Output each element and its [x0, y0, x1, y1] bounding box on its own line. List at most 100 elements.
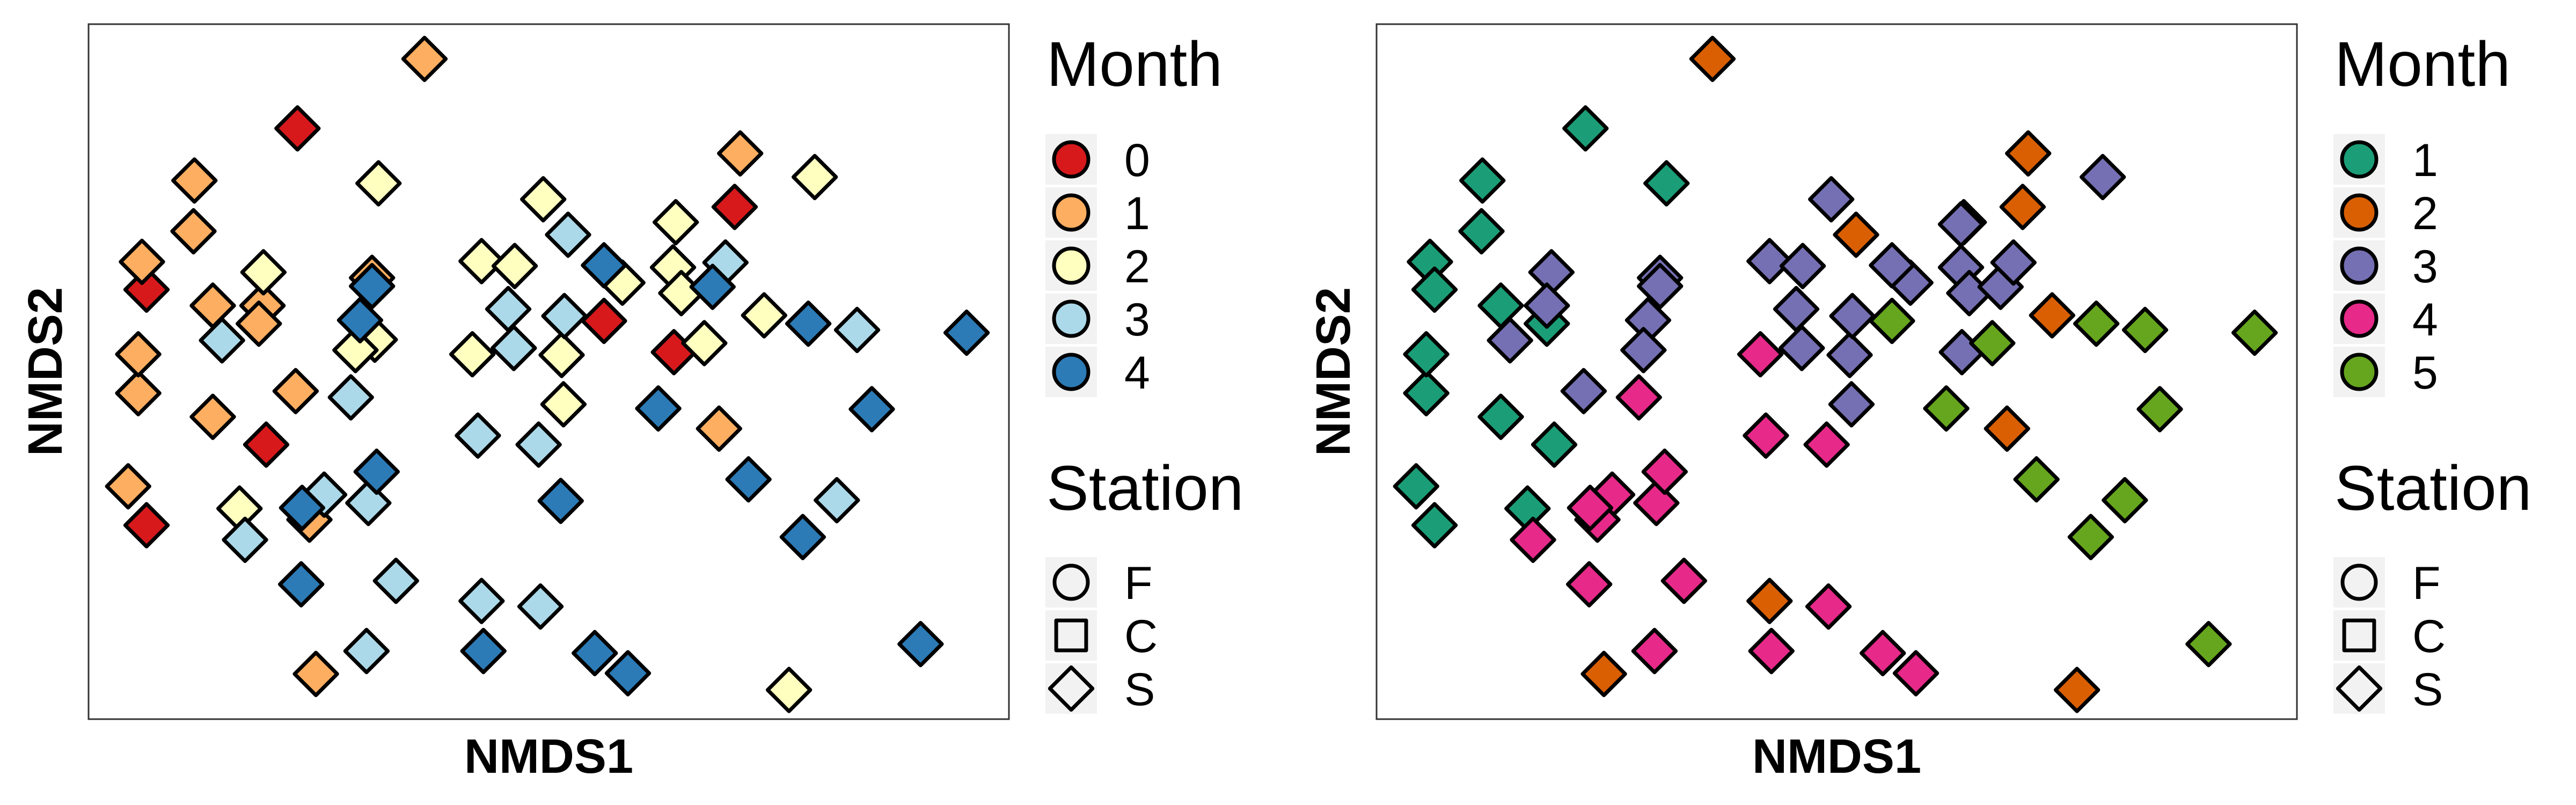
- point-month-5-station-S: [2013, 456, 2060, 503]
- x-axis-label: NMDS1: [1752, 730, 1921, 784]
- point-month-4-station-S: [1615, 374, 1662, 421]
- legend-key-month-0: [1052, 140, 1091, 179]
- point-month-3-station-F: [1620, 327, 1667, 374]
- point-month-4-station-S: [1805, 583, 1852, 630]
- point-month-2-station-F: [540, 381, 587, 428]
- legend-label-station-F: F: [1124, 558, 1153, 609]
- point-month-1-station-C: [105, 463, 151, 510]
- point-month-4-station-S: [1860, 630, 1906, 677]
- point-month-1-station-C: [696, 405, 742, 452]
- point-month-2-station-F: [2029, 292, 2075, 339]
- point-month-5-station-C: [1869, 297, 1915, 345]
- legend-key-station-C: [1054, 618, 1088, 653]
- point-month-2-station-F: [765, 667, 813, 713]
- point-month-1-station-C: [115, 331, 162, 378]
- point-month-2-station-F: [741, 292, 787, 339]
- legend-label-month-2: 2: [2412, 188, 2438, 239]
- point-month-3-station-C: [515, 421, 562, 468]
- point-month-4-station-S: [779, 514, 826, 560]
- point-month-3-station-F: [1828, 381, 1875, 428]
- point-month-1-station-F: [1562, 105, 1609, 152]
- point-month-0-station-C: [581, 297, 627, 345]
- point-month-4-station-C: [581, 242, 627, 289]
- point-month-4-station-S: [604, 650, 652, 697]
- point-month-2-station-F: [458, 238, 505, 284]
- y-axis-label: NMDS2: [19, 287, 72, 456]
- y-axis-label: NMDS2: [1307, 287, 1360, 456]
- point-month-1-station-C: [1477, 393, 1524, 440]
- legend-label-month-1: 1: [1124, 188, 1150, 239]
- point-month-1-station-C: [1411, 502, 1458, 548]
- point-month-2-station-F: [240, 249, 287, 296]
- point-month-2-station-F: [449, 331, 496, 378]
- legend-label-station-C: C: [2412, 611, 2446, 662]
- point-month-2-station-F: [332, 327, 379, 374]
- point-month-5-station-C: [2073, 300, 2120, 347]
- legend-label-month-3: 3: [1124, 294, 1150, 346]
- point-month-4-station-S: [1567, 485, 1614, 531]
- point-month-2-station-C: [1689, 35, 1736, 82]
- point-month-4-station-S: [572, 630, 618, 677]
- legend-key-station-C: [2342, 618, 2376, 653]
- legend-title-station: Station: [1046, 453, 1243, 524]
- point-month-0-station-F: [243, 421, 290, 468]
- point-month-3-station-S: [541, 292, 588, 340]
- legend-label-month-5: 5: [2412, 347, 2438, 399]
- point-month-2-station-F: [1833, 211, 1879, 258]
- point-month-3-station-F: [1779, 243, 1826, 289]
- point-month-4-station-S: [1748, 627, 1795, 675]
- legend-label-station-C: C: [1124, 611, 1158, 662]
- point-month-3-station-S: [343, 627, 390, 675]
- point-month-4-station-C: [1660, 558, 1707, 604]
- point-month-4-station-C: [943, 309, 990, 356]
- point-month-4-station-S: [353, 448, 400, 495]
- point-month-2-station-C: [1984, 405, 2030, 452]
- point-month-3-station-C: [491, 325, 537, 371]
- point-month-3-station-S: [1829, 292, 1876, 340]
- point-month-3-station-C: [458, 577, 505, 625]
- point-month-1-station-S: [170, 208, 217, 255]
- legend-title-month: Month: [1046, 29, 1223, 100]
- point-month-4-station-F: [1737, 331, 1784, 378]
- legend-key-month-3: [2340, 246, 2379, 285]
- point-month-5-station-S: [2121, 306, 2169, 353]
- point-month-3-station-F: [545, 211, 591, 258]
- point-month-4-station-C: [1510, 516, 1556, 564]
- point-month-4-station-C: [689, 264, 736, 310]
- point-month-1-station-C: [236, 300, 282, 347]
- legend-label-station-F: F: [2412, 558, 2441, 609]
- legend-label-month-3: 3: [2412, 241, 2438, 292]
- point-month-3-station-C: [1869, 242, 1915, 289]
- point-month-4-station-S: [1743, 412, 1789, 459]
- point-month-4-station-C: [848, 386, 895, 433]
- point-month-4-station-C: [785, 300, 832, 347]
- point-month-3-station-F: [2079, 153, 2126, 201]
- legend-key-month-4: [2340, 299, 2379, 338]
- point-month-2-station-F: [520, 176, 567, 223]
- point-month-3-station-F: [1826, 332, 1873, 378]
- point-month-3-station-F: [1808, 176, 1855, 223]
- points-layer: [105, 35, 990, 713]
- point-month-1-station-F: [717, 130, 764, 177]
- point-month-5-station-S: [2067, 514, 2114, 560]
- point-month-4-station-C: [635, 385, 682, 432]
- point-month-2-station-F: [2053, 667, 2101, 713]
- point-month-1-station-C: [1393, 463, 1439, 510]
- point-month-1-station-F: [1459, 157, 1506, 204]
- legend-label-month-4: 4: [2412, 294, 2438, 346]
- legend-key-station-F: [2340, 564, 2378, 601]
- point-month-3-station-F: [1746, 238, 1793, 284]
- point-month-3-station-S: [1990, 239, 2037, 286]
- point-month-2-station-F: [681, 320, 728, 367]
- point-month-4-station-S: [1892, 650, 1940, 697]
- legend-title-station: Station: [2334, 453, 2531, 524]
- point-month-4-station-C: [897, 620, 944, 668]
- x-axis-label: NMDS1: [464, 730, 633, 784]
- point-month-5-station-C: [1923, 385, 1970, 432]
- point-month-3-station-S: [517, 583, 564, 630]
- legend-label-station-S: S: [1124, 664, 1155, 715]
- point-month-2-station-F: [652, 199, 699, 246]
- point-month-4-station-S: [460, 627, 507, 675]
